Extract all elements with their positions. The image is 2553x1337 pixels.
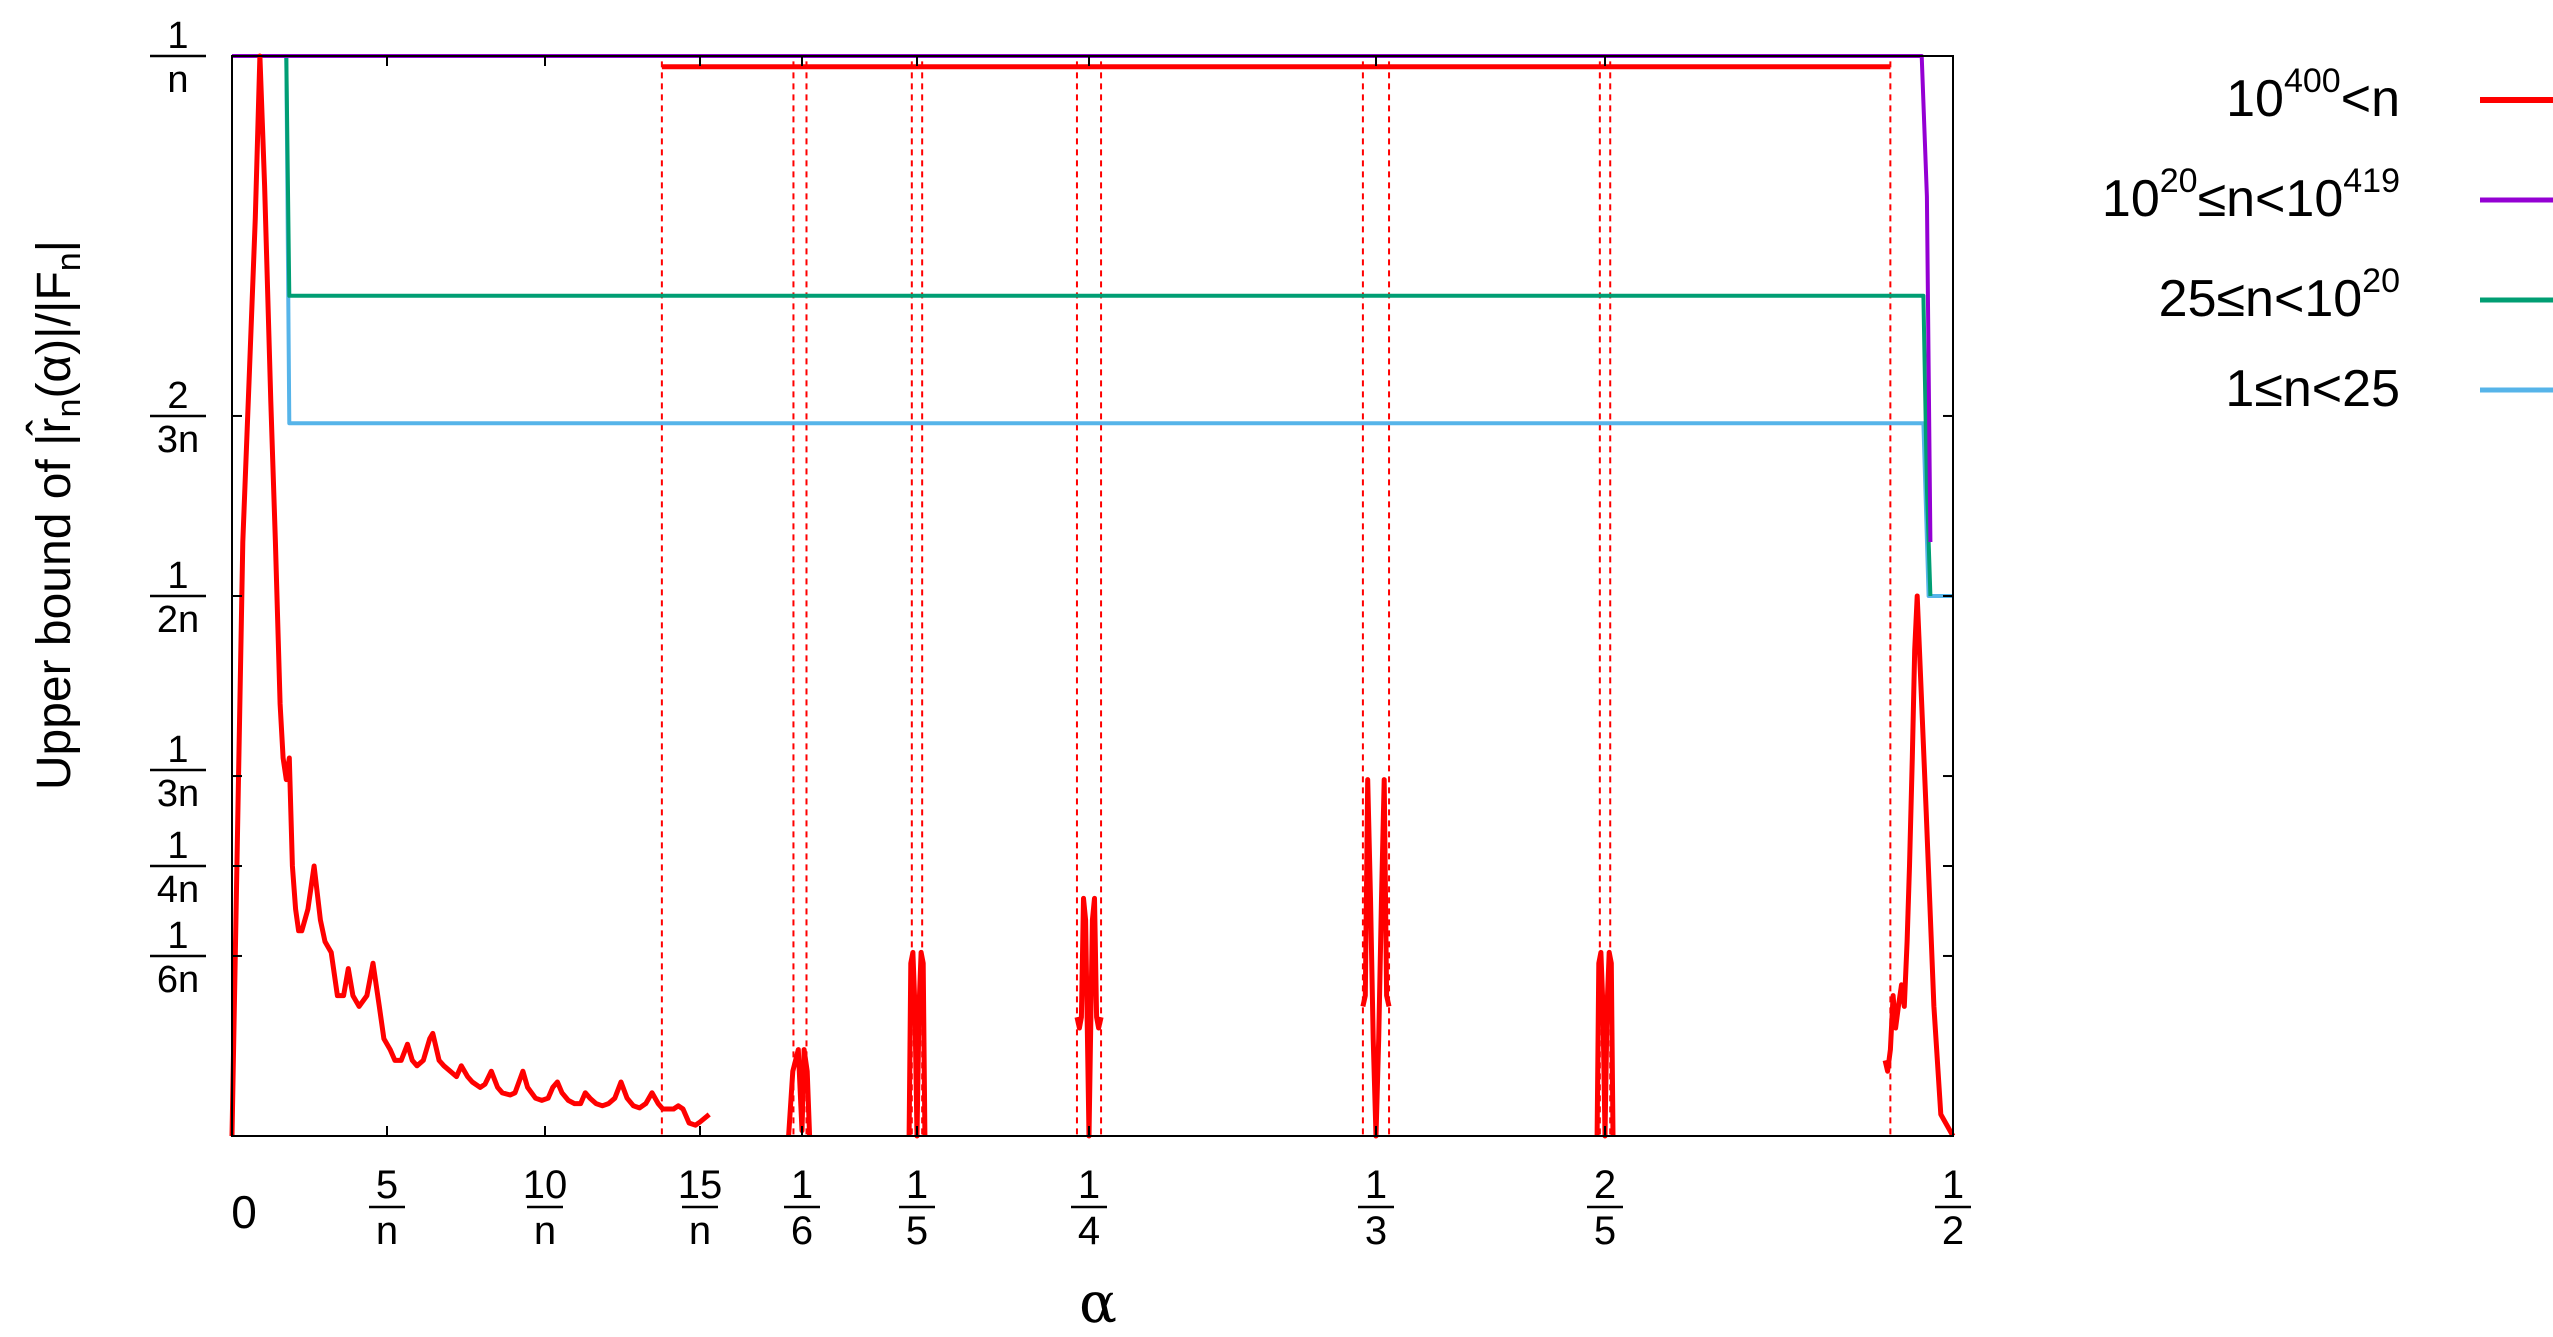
- x-axis-label: α: [1079, 1271, 1117, 1336]
- y-axis-label-sub2: n: [50, 252, 88, 271]
- y-axis-label-hat: r̂: [26, 417, 81, 435]
- legend: 10400<n 1020≤n<10419 25≤n<1020 1≤n<25: [2102, 62, 2553, 418]
- series-1-segment-0: [232, 54, 1933, 543]
- x-tick-den-3: n: [689, 1209, 711, 1253]
- y-tick-num-3: 1: [167, 729, 188, 771]
- x-tick-den-7: 3: [1365, 1209, 1387, 1253]
- y-tick-den-0: n: [167, 59, 188, 101]
- y-axis-label-prefix: Upper bound of |: [28, 433, 81, 790]
- x-tick-den-5: 5: [906, 1209, 928, 1253]
- series-0-segment-2: [906, 949, 928, 1139]
- x-tick-num-2: 10: [523, 1163, 568, 1207]
- series-3-segment-0: [232, 54, 1953, 598]
- x-tick-num-1: 5: [376, 1163, 398, 1207]
- y-tick-num-4: 1: [167, 825, 188, 867]
- x-tick-num-8: 2: [1594, 1163, 1616, 1207]
- x-tick-den-4: 6: [791, 1209, 813, 1253]
- x-tick-den-8: 5: [1594, 1209, 1616, 1253]
- y-axis-label-mid: (α)|/|F: [28, 271, 81, 398]
- x-tick-num-7: 1: [1365, 1163, 1387, 1207]
- y-tick-den-3: 3n: [157, 773, 199, 815]
- y-tick-num-0: 1: [167, 15, 188, 57]
- y-axis-label-suffix: |: [28, 240, 81, 252]
- series-layer: [229, 53, 1956, 1139]
- x-tick-den-2: n: [534, 1209, 556, 1253]
- x-tick-den-9: 2: [1942, 1209, 1964, 1253]
- legend-label-1: 1020≤n<10419: [2102, 162, 2400, 228]
- y-tick-num-5: 1: [167, 915, 188, 957]
- y-tick-num-1: 2: [167, 375, 188, 417]
- x-tick-den-1: n: [376, 1209, 398, 1253]
- x-tick-num-5: 1: [906, 1163, 928, 1207]
- x-tick-num-9: 1: [1942, 1163, 1964, 1207]
- legend-label-3: 1≤n<25: [2225, 360, 2400, 418]
- x-tick-num-4: 1: [791, 1163, 813, 1207]
- y-tick-den-4: 4n: [157, 869, 199, 911]
- y-tick-num-2: 1: [167, 555, 188, 597]
- series-0-segment-0: [229, 53, 711, 1137]
- series-0-segment-6: [1882, 593, 1956, 1138]
- series-0-segment-4: [1360, 777, 1392, 1139]
- series-0-segment-5: [1594, 949, 1616, 1139]
- y-tick-den-2: 2n: [157, 599, 199, 641]
- x-tick-den-6: 4: [1078, 1209, 1100, 1253]
- guide-lines: [660, 61, 1892, 1136]
- legend-label-0: 10400<n: [2226, 62, 2400, 128]
- x-tick-num-3: 15: [678, 1163, 723, 1207]
- series-0-segment-3: [1074, 895, 1104, 1139]
- y-axis-label: Upper bound of |r̂n(α)|/|Fn|: [26, 240, 88, 790]
- y-tick-den-1: 3n: [157, 419, 199, 461]
- y-tick-den-5: 6n: [157, 959, 199, 1001]
- x-tick-num-6: 1: [1078, 1163, 1100, 1207]
- x-tick-label-0: 0: [231, 1186, 257, 1238]
- y-axis-label-sub1: n: [50, 399, 88, 418]
- legend-label-2: 25≤n<1020: [2159, 262, 2400, 328]
- series-2-segment-0: [232, 54, 1933, 597]
